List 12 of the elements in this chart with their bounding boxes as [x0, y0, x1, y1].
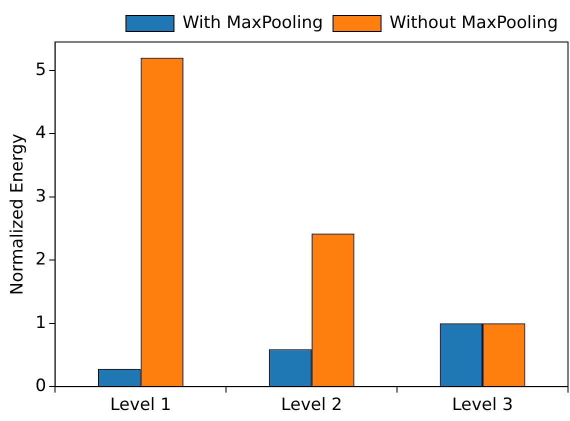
x-tick-label: Level 2 [281, 395, 342, 416]
y-tick-label: 5 [35, 60, 46, 80]
x-tick-label: Level 1 [110, 395, 172, 416]
legend-label: Without MaxPooling [390, 12, 558, 33]
y-axis-title: Normalized Energy [8, 134, 28, 295]
y-tick-label: 3 [35, 186, 46, 206]
y-tick-label: 4 [35, 123, 46, 144]
x-tick-label: Level 3 [452, 395, 514, 416]
y-tick-label: 1 [35, 312, 46, 333]
y-tick-label: 0 [35, 376, 46, 396]
y-tick-label: 2 [35, 250, 46, 270]
legend-label: With MaxPooling [182, 12, 324, 33]
